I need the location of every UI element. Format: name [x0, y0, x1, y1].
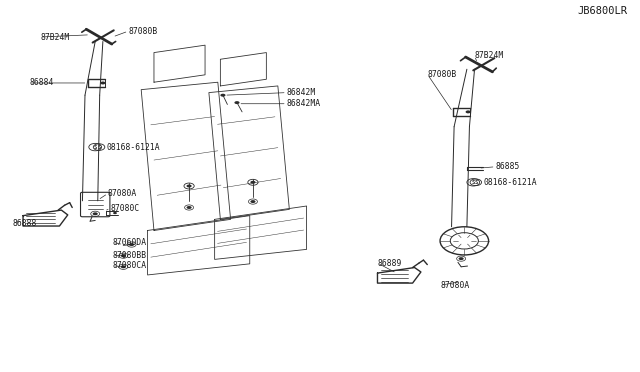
Text: 87080A: 87080A — [440, 281, 469, 290]
Text: 86888: 86888 — [12, 219, 36, 228]
Text: 87080BB: 87080BB — [113, 251, 147, 260]
Circle shape — [129, 243, 134, 246]
Text: 86885: 86885 — [495, 162, 520, 171]
Text: 87060DA: 87060DA — [113, 238, 147, 247]
Circle shape — [220, 94, 225, 97]
Text: S: S — [474, 180, 477, 185]
Text: 87B24M: 87B24M — [40, 32, 70, 42]
Circle shape — [250, 181, 255, 184]
Text: 87B24M: 87B24M — [474, 51, 504, 60]
Text: JB6800LR: JB6800LR — [578, 6, 628, 16]
Text: 86842M: 86842M — [287, 88, 316, 97]
Text: S: S — [93, 145, 97, 150]
Text: 87080B: 87080B — [129, 26, 157, 36]
Circle shape — [121, 265, 126, 268]
Circle shape — [121, 254, 126, 257]
Text: S: S — [97, 145, 100, 150]
Circle shape — [186, 206, 191, 209]
Circle shape — [100, 81, 106, 84]
Text: S: S — [472, 180, 475, 185]
Circle shape — [93, 212, 98, 215]
Circle shape — [466, 110, 470, 113]
Text: 86889: 86889 — [378, 259, 402, 267]
Circle shape — [250, 200, 255, 203]
Circle shape — [459, 257, 464, 260]
Text: 87080C: 87080C — [111, 204, 140, 213]
Circle shape — [113, 212, 117, 214]
Text: 86884: 86884 — [29, 78, 54, 87]
Text: 08168-6121A: 08168-6121A — [483, 178, 537, 187]
Circle shape — [234, 101, 239, 104]
Text: 86842MA: 86842MA — [287, 99, 321, 108]
Circle shape — [186, 185, 191, 187]
Text: 87080B: 87080B — [428, 70, 456, 78]
Text: 08168-6121A: 08168-6121A — [107, 142, 161, 151]
Text: 87080A: 87080A — [108, 189, 137, 198]
Text: 87080CA: 87080CA — [113, 261, 147, 270]
